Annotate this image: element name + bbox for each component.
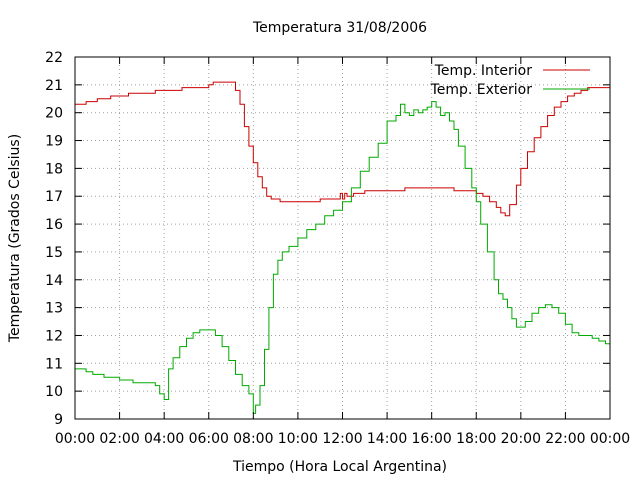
x-tick-label: 08:00 <box>233 431 273 447</box>
x-tick-label: 00:00 <box>590 431 630 447</box>
y-tick-label: 16 <box>45 217 63 233</box>
grid <box>75 57 610 419</box>
x-tick-label: 20:00 <box>501 431 541 447</box>
x-tick-label: 10:00 <box>278 431 318 447</box>
x-tick-label: 16:00 <box>411 431 451 447</box>
series-line-interior <box>75 81 610 217</box>
chart-title: Temperatura 31/08/2006 <box>252 20 427 36</box>
y-tick-label: 19 <box>45 134 63 150</box>
x-tick-label: 06:00 <box>189 431 229 447</box>
y-tick-label: 18 <box>45 161 63 177</box>
x-tick-label: 22:00 <box>545 431 585 447</box>
x-tick-label: 18:00 <box>456 431 496 447</box>
y-tick-label: 22 <box>45 50 63 66</box>
x-tick-label: 04:00 <box>144 431 184 447</box>
y-tick-label: 13 <box>45 301 63 317</box>
x-tick-label: 12:00 <box>322 431 362 447</box>
series-line-exterior <box>75 101 611 414</box>
y-axis-label: Temperatura (Grados Celsius) <box>7 134 23 343</box>
y-tick-label: 11 <box>45 356 63 372</box>
y-tick-label: 12 <box>45 328 63 344</box>
x-tick-label: 14:00 <box>367 431 407 447</box>
x-axis-label: Tiempo (Hora Local Argentina) <box>232 459 447 475</box>
legend-label: Temp. Exterior <box>430 82 533 98</box>
y-tick-label: 20 <box>45 106 63 122</box>
y-tick-label: 15 <box>45 245 63 261</box>
y-tick-label: 9 <box>54 412 63 428</box>
y-tick-label: 21 <box>45 78 63 94</box>
x-tick-label: 02:00 <box>99 431 139 447</box>
y-tick-label: 17 <box>45 189 63 205</box>
legend: Temp. Interior Temp. Exterior <box>430 63 590 98</box>
legend-label: Temp. Interior <box>434 63 533 79</box>
x-tick-label: 00:00 <box>55 431 95 447</box>
y-tick-label: 10 <box>45 384 63 400</box>
series-lines <box>75 81 611 414</box>
y-tick-label: 14 <box>45 273 63 289</box>
